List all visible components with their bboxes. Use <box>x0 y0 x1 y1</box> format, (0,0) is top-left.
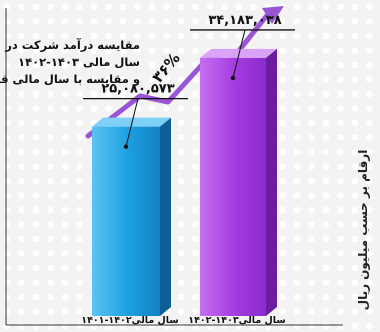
value-dot-bar-1 <box>123 144 129 149</box>
value-leader-bar-2 <box>232 29 246 79</box>
y-axis-label: ارقام بر حسب میلیون ریال <box>356 150 371 311</box>
growth-arrow-head <box>262 6 284 24</box>
bar-2-top-face <box>200 48 277 58</box>
value-label-bar-1: ۲۵,۰۸۰,۵۷۳ <box>101 82 174 97</box>
bar-1-front-face <box>92 126 160 317</box>
bar-1401-1402 <box>92 117 171 317</box>
value-leader-bar-1 <box>125 98 139 147</box>
bar-2-side-face <box>266 48 277 317</box>
bar-1-top-face <box>92 117 171 127</box>
category-label-1: سال مالی۱۴۰۲-۱۴۰۱ <box>81 315 178 326</box>
chart-title-line-3: و مقایسه با سال مالی قبل <box>0 72 140 87</box>
bar-1-side-face <box>160 117 171 317</box>
chart-title-line-1: مقایسه درآمد شرکت در <box>4 38 140 52</box>
category-label-2: سال مالی۱۴۰۳-۱۴۰۲ <box>188 315 285 326</box>
bar-2-front-face <box>200 57 266 317</box>
value-dot-bar-2 <box>230 75 236 81</box>
bar-1402-1403 <box>200 48 277 317</box>
chart-title-line-2: سال مالی ۱۴۰۳-۱۴۰۲ <box>18 55 140 69</box>
value-label-bar-2: ۳۴,۱۸۳,۰۳۸ <box>208 13 281 28</box>
